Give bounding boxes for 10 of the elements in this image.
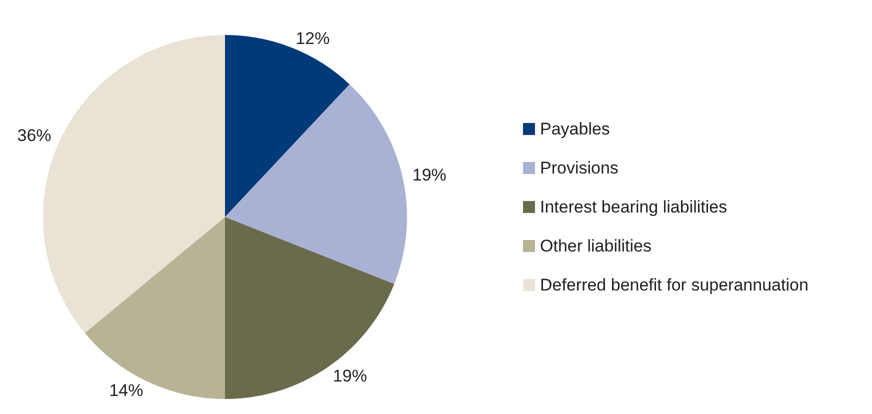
data-label: 19% (412, 166, 446, 185)
legend-label: Other liabilities (540, 236, 652, 256)
legend-label: Payables (540, 120, 610, 138)
data-label: 19% (332, 366, 367, 386)
legend-label: Provisions (540, 158, 618, 178)
data-label: 12% (296, 28, 330, 48)
data-label: 14% (109, 381, 144, 400)
legend-label: Deferred benefit for superannuation (540, 276, 808, 294)
legend-label: Interest bearing liabilities (540, 198, 728, 216)
data-label: 36% (17, 126, 52, 145)
